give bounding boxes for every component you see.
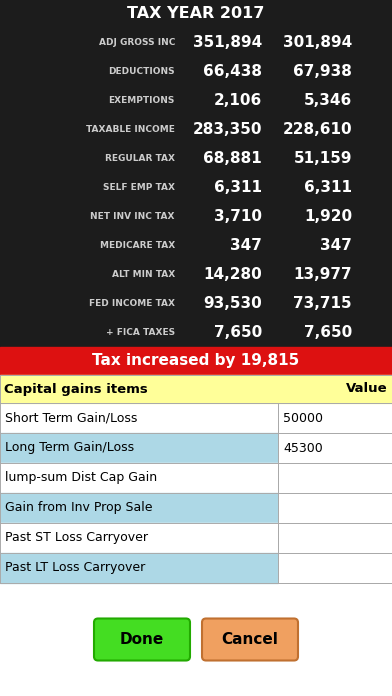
Text: 228,610: 228,610 [282,122,352,137]
Bar [278,403,392,433]
Text: + FICA TAXES: + FICA TAXES [106,328,175,337]
Text: 50000: 50000 [283,411,323,425]
Text: Gain from Inv Prop Sale: Gain from Inv Prop Sale [5,502,152,514]
Text: 66,438: 66,438 [203,64,262,79]
Text: Long Term Gain/Loss: Long Term Gain/Loss [5,441,134,454]
Text: EXEMPTIONS: EXEMPTIONS [109,96,175,105]
Text: 7,650: 7,650 [304,325,352,340]
Text: Short Term Gain/Loss: Short Term Gain/Loss [5,411,137,425]
Text: Tax increased by 19,815: Tax increased by 19,815 [93,354,299,368]
Bar [0,493,278,523]
Text: 73,715: 73,715 [293,296,352,311]
Bar [0,347,392,696]
Text: 13,977: 13,977 [293,267,352,282]
Text: Cancel: Cancel [221,632,278,647]
Bar [0,463,278,493]
Bar [278,523,392,553]
Text: Capital gains items: Capital gains items [4,383,148,395]
FancyBboxPatch shape [202,619,298,661]
Text: SELF EMP TAX: SELF EMP TAX [103,183,175,192]
Text: 67,938: 67,938 [293,64,352,79]
Bar [0,375,392,403]
Text: DEDUCTIONS: DEDUCTIONS [108,67,175,76]
Text: Past LT Loss Carryover: Past LT Loss Carryover [5,562,145,574]
Text: 6,311: 6,311 [214,180,262,195]
FancyBboxPatch shape [94,619,190,661]
Text: REGULAR TAX: REGULAR TAX [105,154,175,163]
Text: ADJ GROSS INC: ADJ GROSS INC [99,38,175,47]
Text: Past ST Loss Carryover: Past ST Loss Carryover [5,532,148,544]
Text: 5,346: 5,346 [304,93,352,108]
Text: ALT MIN TAX: ALT MIN TAX [112,270,175,279]
Text: 6,311: 6,311 [304,180,352,195]
Bar [0,553,278,583]
Text: 68,881: 68,881 [203,151,262,166]
Text: 1,920: 1,920 [304,209,352,224]
Text: 7,650: 7,650 [214,325,262,340]
Bar [0,403,278,433]
Text: 14,280: 14,280 [203,267,262,282]
Bar [0,0,392,347]
Text: 347: 347 [230,238,262,253]
Text: 301,894: 301,894 [283,35,352,50]
Text: 3,710: 3,710 [214,209,262,224]
Text: 351,894: 351,894 [193,35,262,50]
Text: 347: 347 [320,238,352,253]
Text: Done: Done [120,632,164,647]
Text: TAXABLE INCOME: TAXABLE INCOME [86,125,175,134]
Text: MEDICARE TAX: MEDICARE TAX [100,241,175,250]
Bar [0,523,278,553]
Text: TAX YEAR 2017: TAX YEAR 2017 [127,6,265,22]
Bar [278,493,392,523]
Bar [278,433,392,463]
Text: 2,106: 2,106 [214,93,262,108]
Bar [278,463,392,493]
Bar [0,0,392,347]
Text: 51,159: 51,159 [294,151,352,166]
Bar [0,433,278,463]
Bar [278,553,392,583]
Bar [0,347,392,375]
Text: 283,350: 283,350 [192,122,262,137]
Text: 93,530: 93,530 [203,296,262,311]
Text: NET INV INC TAX: NET INV INC TAX [91,212,175,221]
Text: lump-sum Dist Cap Gain: lump-sum Dist Cap Gain [5,471,157,484]
Text: Value: Value [347,383,388,395]
Text: FED INCOME TAX: FED INCOME TAX [89,299,175,308]
Text: 45300: 45300 [283,441,323,454]
